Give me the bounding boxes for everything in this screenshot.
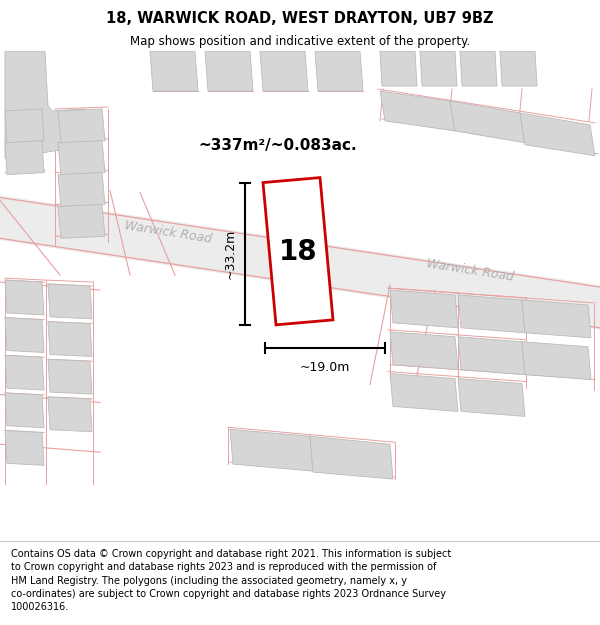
Polygon shape	[460, 51, 497, 86]
Polygon shape	[458, 337, 525, 374]
Polygon shape	[5, 280, 44, 315]
Polygon shape	[150, 51, 198, 91]
Polygon shape	[390, 374, 458, 411]
Polygon shape	[48, 397, 92, 432]
Text: 18, WARWICK ROAD, WEST DRAYTON, UB7 9BZ: 18, WARWICK ROAD, WEST DRAYTON, UB7 9BZ	[106, 11, 494, 26]
Polygon shape	[58, 204, 105, 238]
Polygon shape	[390, 332, 458, 369]
Text: Warwick Road: Warwick Road	[425, 257, 515, 284]
Polygon shape	[522, 300, 591, 338]
Polygon shape	[5, 393, 44, 428]
Polygon shape	[58, 109, 105, 142]
Polygon shape	[310, 436, 393, 479]
Polygon shape	[458, 379, 525, 416]
Polygon shape	[5, 51, 87, 159]
Text: ~337m²/~0.083ac.: ~337m²/~0.083ac.	[199, 138, 358, 153]
Polygon shape	[5, 431, 44, 466]
Text: ~33.2m: ~33.2m	[224, 229, 237, 279]
Polygon shape	[0, 196, 600, 330]
Polygon shape	[522, 342, 591, 379]
Polygon shape	[48, 359, 92, 394]
Polygon shape	[315, 51, 363, 91]
Polygon shape	[5, 141, 44, 174]
Polygon shape	[58, 141, 105, 174]
Polygon shape	[390, 290, 458, 328]
Polygon shape	[380, 91, 455, 131]
Polygon shape	[380, 51, 417, 86]
Text: Warwick Road: Warwick Road	[124, 219, 212, 246]
Polygon shape	[5, 355, 44, 390]
Polygon shape	[263, 177, 333, 325]
Polygon shape	[48, 322, 92, 356]
Polygon shape	[58, 173, 105, 206]
Text: Map shows position and indicative extent of the property.: Map shows position and indicative extent…	[130, 35, 470, 48]
Polygon shape	[450, 101, 525, 142]
Polygon shape	[5, 318, 44, 352]
Polygon shape	[458, 295, 525, 333]
Text: Contains OS data © Crown copyright and database right 2021. This information is : Contains OS data © Crown copyright and d…	[11, 549, 451, 612]
Text: 18: 18	[278, 238, 317, 266]
Polygon shape	[520, 113, 595, 156]
Polygon shape	[420, 51, 457, 86]
Polygon shape	[5, 109, 44, 142]
Polygon shape	[48, 284, 92, 319]
Polygon shape	[260, 51, 308, 91]
Polygon shape	[500, 51, 537, 86]
Polygon shape	[230, 429, 313, 471]
Polygon shape	[205, 51, 253, 91]
Text: ~19.0m: ~19.0m	[300, 361, 350, 374]
